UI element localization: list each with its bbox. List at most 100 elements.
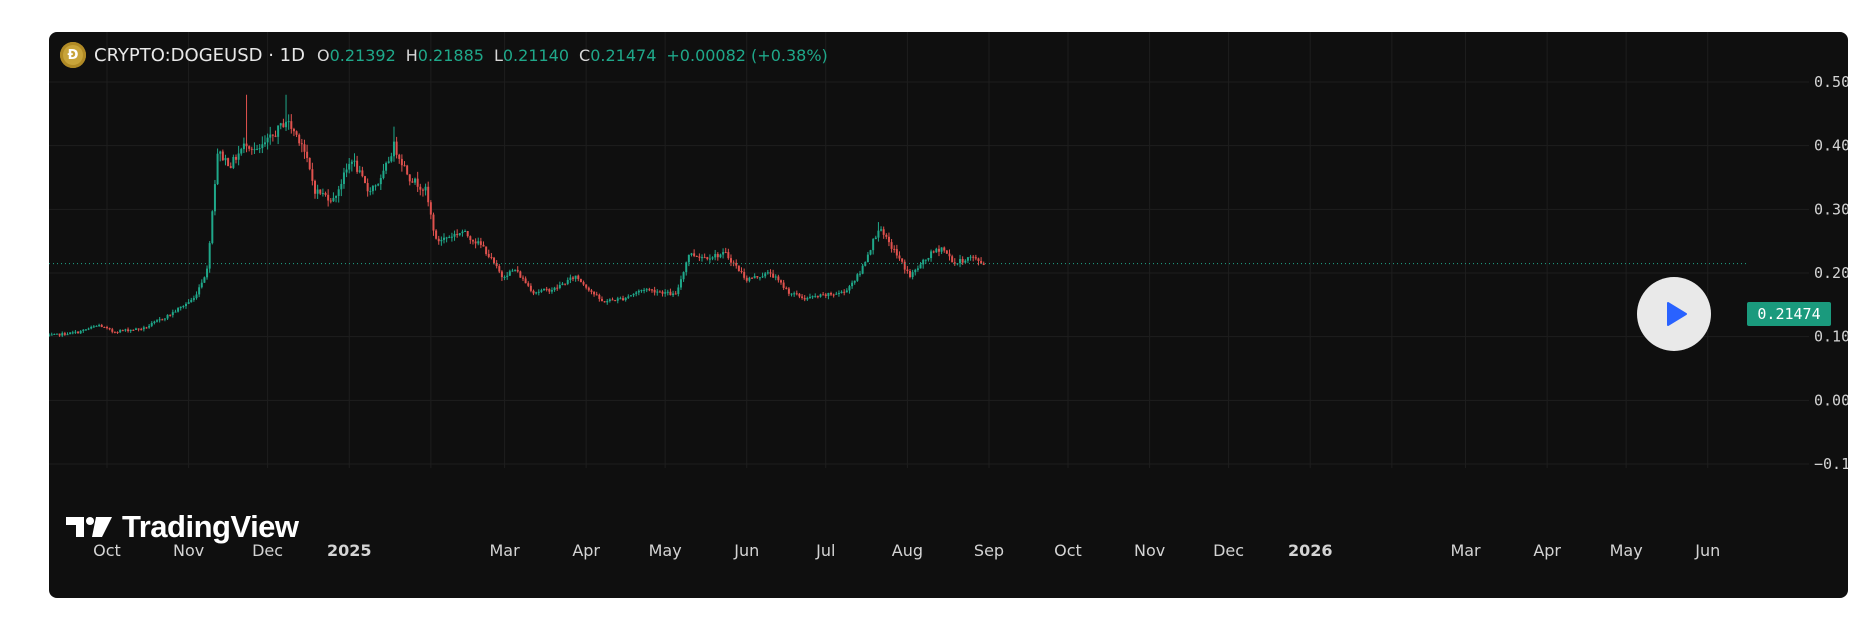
candle bbox=[598, 293, 601, 302]
candle-body bbox=[527, 283, 530, 286]
candle-body bbox=[548, 289, 551, 292]
candle-body bbox=[874, 237, 877, 240]
candle bbox=[529, 283, 532, 293]
candle bbox=[390, 152, 393, 163]
candle bbox=[198, 284, 201, 298]
candle bbox=[385, 161, 388, 175]
candle-body bbox=[235, 156, 238, 160]
candle bbox=[469, 235, 472, 244]
candle-body bbox=[166, 314, 169, 319]
candle bbox=[271, 134, 274, 142]
candle-body bbox=[777, 276, 780, 281]
candle bbox=[182, 305, 185, 309]
candle-body bbox=[803, 297, 806, 300]
candle-body bbox=[461, 231, 464, 234]
candle-body bbox=[558, 285, 561, 288]
candle bbox=[229, 162, 232, 169]
candle-body bbox=[350, 161, 353, 164]
candle bbox=[424, 183, 427, 196]
candle-body bbox=[948, 253, 951, 257]
candle bbox=[919, 261, 922, 269]
candle-body bbox=[922, 259, 925, 265]
tradingview-logo-icon bbox=[66, 517, 112, 537]
candle-body bbox=[145, 327, 148, 329]
candle bbox=[848, 284, 851, 294]
candle-body bbox=[637, 290, 640, 293]
candle bbox=[961, 256, 964, 265]
tradingview-logo[interactable]: TradingView bbox=[66, 509, 299, 545]
candle bbox=[98, 323, 101, 327]
candle bbox=[487, 249, 490, 259]
candle bbox=[353, 153, 356, 167]
candle bbox=[761, 272, 764, 279]
candle-body bbox=[498, 266, 501, 272]
candle-body bbox=[711, 257, 714, 259]
candle-body bbox=[342, 172, 345, 184]
candle-body bbox=[853, 280, 856, 283]
symbol-header: Ð CRYPTO:DOGEUSD · 1D O0.21392 H0.21885 … bbox=[60, 42, 828, 68]
price-chart[interactable]: 0.50000 0.40000 0.30000 0.20000 0.10000 0.000… bbox=[49, 32, 1848, 598]
candle-body bbox=[308, 157, 311, 170]
candle bbox=[379, 174, 382, 190]
candle bbox=[493, 256, 496, 265]
candle-body bbox=[719, 254, 722, 258]
candle-body bbox=[364, 176, 367, 184]
candle-body bbox=[174, 311, 177, 313]
candle bbox=[835, 291, 838, 295]
candle bbox=[190, 297, 193, 303]
candle-body bbox=[679, 279, 682, 288]
candle bbox=[658, 290, 661, 293]
candle-body bbox=[819, 294, 822, 297]
x-tick-label: May bbox=[1610, 541, 1643, 560]
candle-body bbox=[253, 149, 256, 151]
candle bbox=[316, 184, 319, 199]
candle-body bbox=[743, 272, 746, 278]
candle bbox=[764, 271, 767, 279]
candle bbox=[137, 328, 140, 332]
candle-body bbox=[134, 328, 137, 330]
candle bbox=[245, 94, 248, 153]
play-button[interactable] bbox=[1637, 277, 1711, 351]
candle bbox=[951, 254, 954, 263]
candle-body bbox=[869, 250, 872, 255]
candle bbox=[464, 229, 467, 233]
candle-body bbox=[690, 253, 693, 255]
candle-body bbox=[490, 256, 493, 258]
candle-body bbox=[916, 268, 919, 270]
candle-body bbox=[319, 189, 322, 194]
candle-body bbox=[427, 186, 430, 203]
candle-body bbox=[127, 329, 130, 332]
candle-body bbox=[685, 262, 688, 273]
candle-body bbox=[356, 160, 359, 172]
candle bbox=[974, 254, 977, 261]
candle-body bbox=[619, 298, 622, 300]
candle bbox=[158, 317, 161, 323]
candle-body bbox=[327, 194, 330, 201]
candle bbox=[672, 290, 675, 297]
candle-body bbox=[113, 331, 116, 333]
candle bbox=[787, 287, 790, 297]
candle bbox=[519, 270, 522, 278]
candle-body bbox=[366, 183, 369, 192]
candle bbox=[882, 226, 885, 239]
candle bbox=[890, 239, 893, 253]
candle bbox=[443, 233, 446, 244]
candle-body bbox=[137, 328, 140, 330]
candle-body bbox=[382, 170, 385, 179]
candle bbox=[798, 293, 801, 299]
candle bbox=[537, 289, 540, 296]
symbol-title[interactable]: CRYPTO:DOGEUSD · 1D bbox=[94, 44, 305, 66]
candle bbox=[966, 257, 969, 264]
candle bbox=[656, 289, 659, 296]
candle bbox=[545, 286, 548, 292]
candle bbox=[432, 212, 435, 236]
candle-body bbox=[722, 252, 725, 255]
candle-body bbox=[435, 230, 438, 239]
candle-body bbox=[379, 178, 382, 185]
candle bbox=[514, 269, 517, 272]
candle bbox=[885, 233, 888, 240]
candle-body bbox=[153, 321, 156, 324]
candle-body bbox=[514, 269, 517, 271]
candle-body bbox=[353, 160, 356, 162]
candle bbox=[803, 295, 806, 302]
